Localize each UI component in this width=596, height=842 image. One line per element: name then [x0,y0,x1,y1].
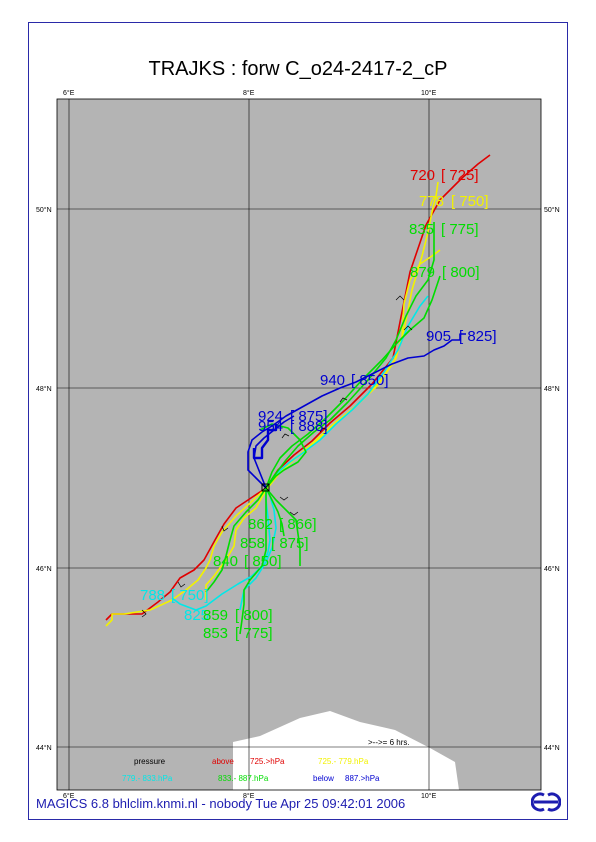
page-title: TRAJKS : forw C_o24-2417-2_cP [148,58,448,80]
traj-label-blue-850: [ 850] [351,372,389,389]
traj-label-green-850: [ 850] [244,553,282,570]
legend-blue-below: below [313,774,334,783]
traj-label-yellow-s: [ 750] [451,193,489,210]
traj-label-green-775b: [ 775] [235,625,273,642]
trajectory-blue-1 [247,333,466,489]
legend: >-->= 6 hrs. pressure above 725.>hPa 725… [122,738,410,783]
arrow-mark [177,581,186,588]
lat-label-48n-right: 48°N [544,385,560,393]
traj-label-blue-888: [ 888] [290,418,328,435]
traj-label-green-858: 858 [240,535,265,552]
traj-label-blue-905: 905 [426,328,451,345]
arrow-mark [221,525,229,532]
traj-label-red-p: 720 [410,167,435,184]
arrow-mark [279,496,289,501]
legend-red-above: above [212,757,234,766]
traj-label-blue-954: 954 [258,418,283,435]
traj-label-blue-875: [ 875] [290,408,328,425]
traj-label-green-840: 840 [213,553,238,570]
legend-blue-value: 887.>hPa [345,774,380,783]
traj-label-green-866: [ 866] [279,516,317,533]
trajectory-green-2 [205,275,441,593]
lon-label-6e-bottom: 6°E [63,792,75,800]
lat-label-46n-right: 46°N [544,565,560,573]
traj-label-green-879: 879 [410,264,435,281]
arrow-mark [403,325,413,331]
arrow-mark [339,397,348,403]
lon-label-8e-top: 8°E [243,89,255,97]
trajectory-green-4 [265,487,285,537]
traj-label-cyan-750: [ 750] [171,587,209,604]
arrow-mark [281,433,290,439]
legend-scale-note: >-->= 6 hrs. [368,738,410,747]
lat-label-50n-left: 50°N [36,206,52,214]
traj-label-cyan-825: 825 [184,607,209,624]
trajectory-cyan-2 [239,487,277,611]
page-frame [28,22,568,820]
lat-label-50n-right: 50°N [544,206,560,214]
lon-label-8e-bottom: 8°E [243,792,255,800]
legend-yellow-range: 725.- 779.hPa [318,757,369,766]
traj-label-green-775: [ 775] [441,221,479,238]
traj-label-green-853: 853 [203,625,228,642]
graticule [57,99,541,790]
start-point-marker [261,483,270,492]
traj-label-blue-940: 940 [320,372,345,389]
arrow-mark [319,427,328,433]
traj-label-green-800b: [ 800] [235,607,273,624]
time-arrows [141,295,413,618]
sea-area [233,711,459,790]
traj-label-blue-924: 924 [258,408,283,425]
legend-green-range: 833.- 887.hPa [218,774,269,783]
map-border [56,98,542,791]
lat-label-48n-left: 48°N [36,385,52,393]
trajectory-green-1 [239,222,435,635]
trajectory-green-3 [265,487,301,566]
traj-label-blue-825: [ 825] [459,328,497,345]
arrow-mark [289,511,299,516]
lon-label-10e-top: 10°E [421,89,437,97]
lat-label-44n-right: 44°N [544,744,560,752]
traj-label-red-s: [ 725] [441,167,479,184]
trajectory-blue-3 [252,424,278,460]
lon-label-6e-top: 6°E [63,89,75,97]
trajectory-green-5 [259,423,307,489]
traj-label-yellow-p: 778 [419,193,444,210]
traj-label-green-835: 835 [409,221,434,238]
footer-info: MAGICS 6.8 bhlclim.knmi.nl - nobody Tue … [36,796,406,811]
traj-label-green-800: [ 800] [442,264,480,281]
trajectory-blue-2 [253,415,295,489]
legend-red-value: 725.>hPa [250,757,285,766]
legend-pressure-title: pressure [134,757,166,766]
legend-cyan-range: 779.- 833.hPa [122,774,173,783]
traj-label-green-859: 859 [203,607,228,624]
lat-label-46n-left: 46°N [36,565,52,573]
traj-label-green-875: [ 875] [271,535,309,552]
lon-label-10e-bottom: 10°E [421,792,437,800]
lat-label-44n-left: 44°N [36,744,52,752]
traj-label-cyan-788: 788 [140,587,165,604]
arrow-mark [141,609,147,618]
ecmwf-logo-icon [531,792,561,812]
traj-label-green-862: 862 [248,516,273,533]
arrow-mark [395,295,405,301]
